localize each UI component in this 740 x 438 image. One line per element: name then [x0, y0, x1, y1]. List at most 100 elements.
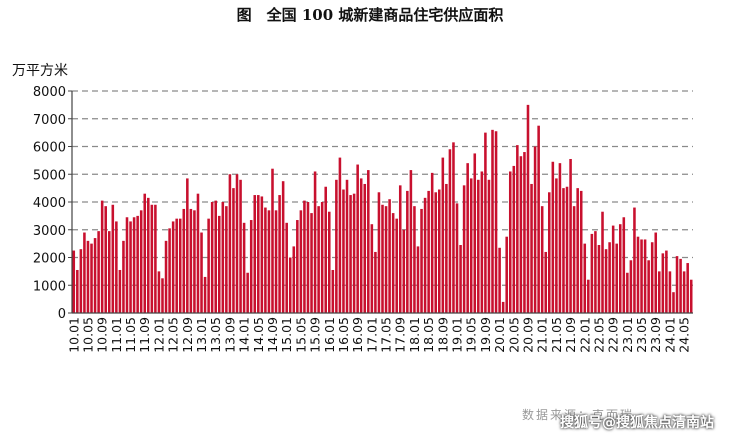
bar — [239, 179, 242, 313]
bar — [661, 253, 665, 313]
bar — [150, 204, 154, 313]
bar — [178, 218, 182, 313]
x-tick-label: 10.09 — [95, 317, 110, 353]
x-tick-label: 20.09 — [520, 317, 535, 353]
bar — [278, 195, 281, 313]
bar — [171, 221, 175, 313]
bar — [317, 206, 320, 313]
bar — [675, 256, 679, 313]
bar — [398, 185, 402, 313]
bar — [466, 163, 469, 313]
bar — [370, 224, 374, 313]
bar — [523, 152, 526, 313]
bar — [175, 218, 178, 313]
bar — [601, 211, 604, 313]
x-tick-label: 14.05 — [251, 317, 266, 353]
x-tick-label: 16.05 — [336, 317, 351, 353]
bar — [562, 188, 565, 313]
bar — [618, 224, 622, 313]
bar — [292, 246, 296, 313]
bar — [455, 203, 459, 313]
bar — [569, 158, 572, 313]
bar — [359, 178, 363, 313]
bar — [345, 179, 349, 313]
x-tick-label: 21.01 — [535, 317, 550, 353]
bar — [320, 202, 324, 313]
bar — [274, 210, 278, 313]
bar — [629, 260, 633, 313]
bar — [654, 232, 658, 313]
bar — [477, 179, 480, 313]
bar — [597, 245, 601, 313]
bar — [303, 200, 306, 313]
bar — [196, 193, 200, 313]
bar — [221, 202, 225, 313]
bar — [154, 204, 157, 313]
bar — [267, 210, 271, 313]
bar — [182, 208, 186, 313]
bar — [139, 210, 143, 313]
bar — [115, 221, 118, 313]
bar — [186, 178, 189, 313]
bar — [416, 246, 420, 313]
bar — [257, 195, 260, 313]
bar — [583, 243, 587, 313]
bar — [225, 206, 228, 313]
bar — [232, 188, 235, 313]
bar — [93, 238, 97, 313]
y-tick-label: 6000 — [33, 141, 66, 156]
bar — [423, 197, 427, 313]
bar — [533, 146, 537, 313]
bar — [313, 171, 317, 313]
x-tick-label: 23.05 — [634, 317, 649, 353]
bar — [136, 215, 139, 313]
bar — [111, 204, 115, 313]
bar — [331, 269, 335, 313]
x-tick-label: 23.09 — [648, 317, 663, 353]
bar — [611, 225, 615, 313]
bar — [147, 197, 150, 313]
bar — [594, 231, 597, 313]
x-tick-label: 19.09 — [478, 317, 493, 353]
bar — [672, 292, 675, 313]
bar — [76, 269, 79, 313]
bar — [260, 196, 264, 313]
bar — [406, 190, 409, 313]
bar — [430, 172, 434, 313]
bar — [668, 271, 672, 313]
bar — [434, 192, 438, 313]
bar — [193, 210, 196, 313]
x-tick-label: 14.09 — [265, 317, 280, 353]
bar — [79, 249, 83, 313]
x-tick-label: 15.05 — [293, 317, 308, 353]
bar — [626, 272, 629, 313]
bar — [335, 179, 338, 313]
bar — [682, 271, 686, 313]
x-tick-label: 21.05 — [549, 317, 564, 353]
bar — [203, 276, 207, 313]
bar — [548, 192, 551, 313]
bar — [214, 200, 217, 313]
x-tick-label: 22.05 — [591, 317, 606, 353]
bar — [445, 183, 448, 313]
bar — [576, 188, 579, 313]
bar — [363, 183, 367, 313]
watermark: 搜狐号@搜狐焦点清南站 — [560, 415, 714, 431]
bar — [161, 278, 164, 313]
bar — [327, 211, 331, 313]
x-tick-labels: 10.01 10.05 10.09 11.01 11.05 11.09 12.01 12.05… — [66, 317, 691, 353]
bar — [100, 200, 104, 313]
bar — [391, 213, 395, 313]
bar — [469, 178, 473, 313]
y-tick-label: 0 — [58, 307, 66, 322]
bar — [498, 247, 501, 313]
bar — [83, 232, 86, 313]
x-tick-label: 13.05 — [208, 317, 223, 353]
y-axis-label: 万平方米 — [12, 63, 68, 79]
x-tick-label: 10.05 — [80, 317, 95, 353]
bar — [264, 207, 267, 313]
bar — [473, 153, 477, 313]
bar — [342, 189, 345, 313]
bar — [271, 168, 274, 313]
